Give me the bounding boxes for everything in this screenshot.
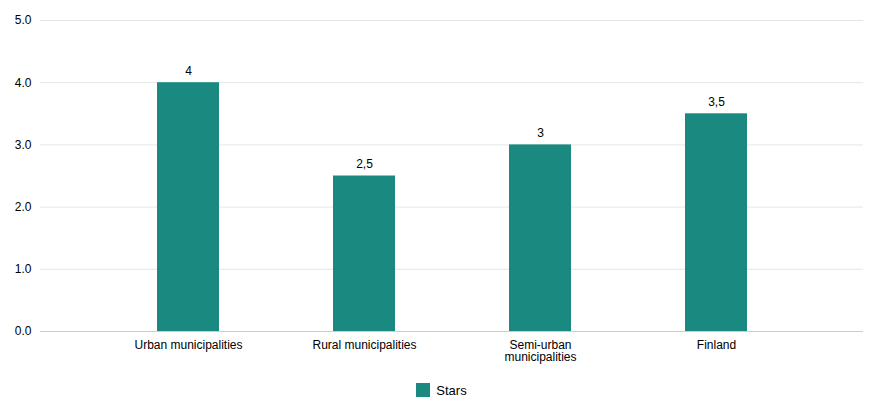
svg-text:0.0: 0.0 [15,324,32,338]
svg-text:2,5: 2,5 [356,157,373,171]
svg-text:3,5: 3,5 [708,95,725,109]
svg-text:2.0: 2.0 [15,200,32,214]
html-text:Stars: Stars [436,382,467,398]
svg-text:Finland: Finland [697,338,736,352]
svg-text:3.0: 3.0 [15,138,32,152]
svg-text:1.0: 1.0 [15,262,32,276]
svg-text:Rural municipalities: Rural municipalities [312,338,416,352]
svg-text:3: 3 [537,126,544,140]
svg-text:4: 4 [185,64,192,78]
svg-text:Semi-urbanmunicipalities: Semi-urbanmunicipalities [504,338,576,364]
svg-text:4.0: 4.0 [15,76,32,90]
svg-text:5.0: 5.0 [15,13,32,27]
svg-text:Urban municipalities: Urban municipalities [134,338,242,352]
